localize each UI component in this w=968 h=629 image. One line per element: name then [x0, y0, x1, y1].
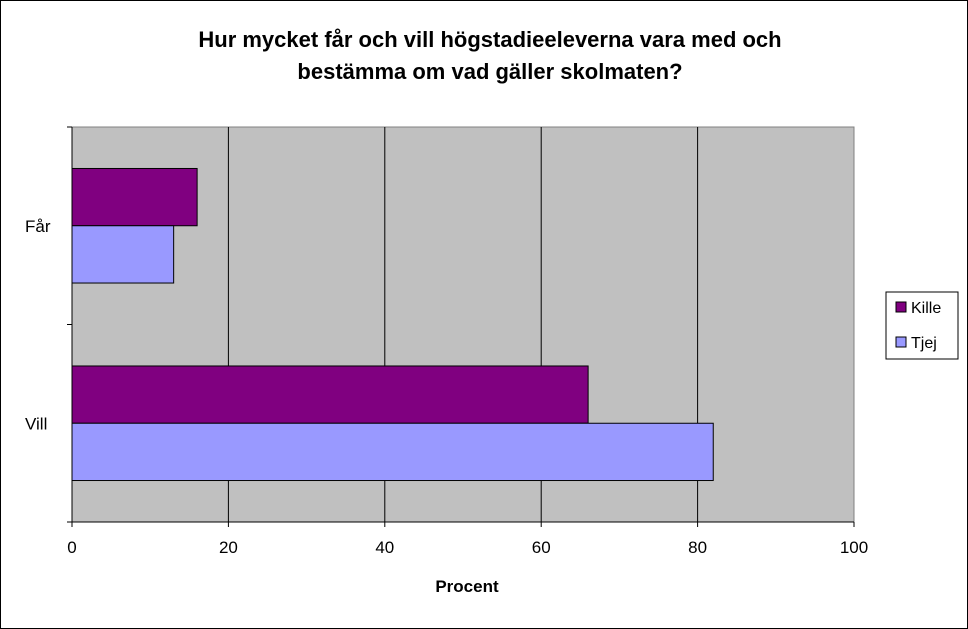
- x-tick-label: 20: [219, 538, 238, 557]
- legend-label-kille: Kille: [911, 300, 941, 317]
- chart-title-line-1: Hur mycket får och vill högstadieelevern…: [198, 27, 781, 52]
- x-tick-label: 80: [688, 538, 707, 557]
- legend: Kille Tjej: [885, 291, 959, 360]
- x-tick-label: 40: [375, 538, 394, 557]
- y-tick-label: Får: [25, 217, 51, 236]
- x-tick-labels: 0 20 40 60 80 100: [67, 538, 868, 557]
- bars: [71, 167, 714, 482]
- legend-swatch-tjej: [895, 336, 907, 348]
- x-tick-label: 100: [840, 538, 868, 557]
- y-tick-label: Vill: [25, 414, 47, 433]
- x-tick-label: 60: [532, 538, 551, 557]
- bar-tjej-1: [71, 422, 714, 482]
- axes: [67, 126, 855, 527]
- legend-swatch-kille: [895, 301, 907, 313]
- bar-kille-0: [71, 167, 198, 227]
- x-tick-label: 0: [67, 538, 76, 557]
- bar-kille-1: [71, 365, 589, 424]
- y-tick-labels: Får Vill: [25, 217, 51, 434]
- x-axis-title: Procent: [435, 577, 499, 596]
- bar-tjej-0: [71, 225, 175, 284]
- legend-label-tjej: Tjej: [911, 335, 937, 352]
- chart-title-line-2: bestämma om vad gäller skolmaten?: [297, 59, 682, 84]
